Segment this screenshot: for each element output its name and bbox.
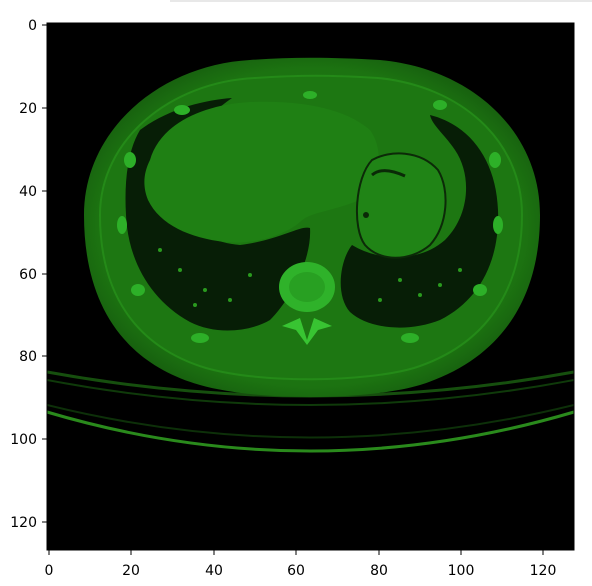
x-tick-label: 80 xyxy=(370,563,388,579)
x-tick-label: 120 xyxy=(530,563,557,579)
y-tick-label: 60 xyxy=(19,267,37,283)
table-line-2 xyxy=(47,379,574,406)
ribs xyxy=(117,91,503,343)
y-tick-label: 100 xyxy=(10,432,37,448)
liver xyxy=(144,101,379,243)
x-tick-label: 60 xyxy=(287,563,305,579)
y-tick-label: 40 xyxy=(19,184,37,200)
y-tick-label: 20 xyxy=(19,101,37,117)
y-tick-label: 0 xyxy=(28,18,37,34)
stomach xyxy=(355,152,447,259)
table-line-3 xyxy=(47,404,574,439)
x-tick-label: 20 xyxy=(122,563,140,579)
gas-bubble xyxy=(363,212,369,218)
x-axis xyxy=(48,550,544,555)
x-tick-label: 100 xyxy=(448,563,475,579)
stomach-gas xyxy=(371,169,406,178)
x-tick-label: 0 xyxy=(45,563,54,579)
y-axis xyxy=(42,24,47,523)
y-tick-label: 80 xyxy=(19,349,37,365)
window-edge xyxy=(170,0,592,2)
vertebra-core xyxy=(289,272,325,302)
y-tick-label: 120 xyxy=(10,515,37,531)
table-line-bottom xyxy=(47,410,574,453)
axes-frame xyxy=(46,22,575,551)
x-tick-label: 40 xyxy=(205,563,223,579)
ct-image xyxy=(47,23,574,550)
lung-vessels xyxy=(158,248,462,307)
lung-right xyxy=(340,115,499,328)
spinous-process xyxy=(282,318,332,345)
